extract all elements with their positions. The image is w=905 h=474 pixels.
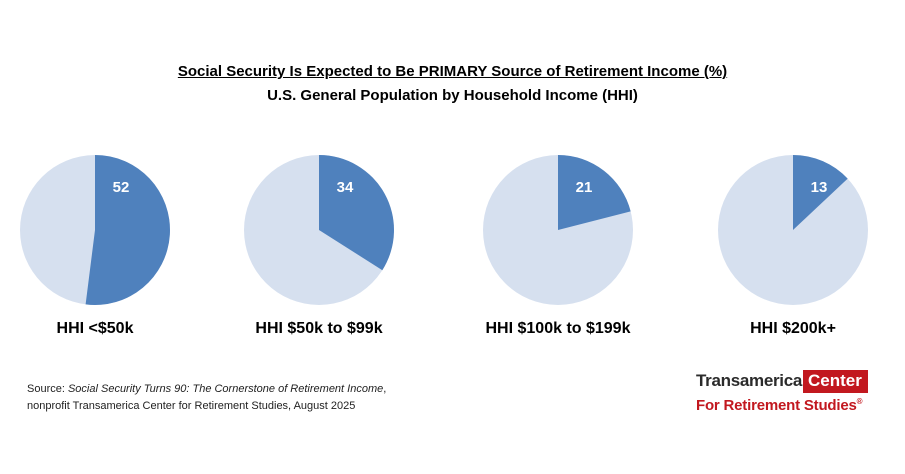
- pie-hhi-100k-to-199k: 21 HHI $100k to $199k: [483, 155, 633, 337]
- logo-word-transamerica: Transamerica: [696, 371, 803, 390]
- pie-slice-value: [319, 155, 394, 271]
- source-note: Source: Social Security Turns 90: The Co…: [27, 381, 386, 415]
- pie-value-label: 52: [113, 179, 130, 196]
- pie-category-label: HHI <$50k: [57, 320, 134, 337]
- pie-slice-value: [85, 155, 170, 305]
- chart-subtitle: U.S. General Population by Household Inc…: [267, 87, 638, 104]
- pie-category-label: HHI $200k+: [750, 320, 836, 337]
- source-line2: nonprofit Transamerica Center for Retire…: [27, 400, 356, 412]
- transamerica-logo: Transamerica Center For Retirement Studi…: [696, 368, 896, 418]
- source-title: Social Security Turns 90: The Cornerston…: [67, 383, 384, 395]
- pie-value-label: 21: [576, 179, 593, 196]
- source-prefix: Source:: [27, 383, 68, 395]
- logo-tagline-text: For Retirement Studies: [696, 397, 857, 414]
- pie-hhi-50k-to-99k: 34 HHI $50k to $99k: [244, 155, 394, 337]
- pie-category-label: HHI $50k to $99k: [255, 320, 382, 337]
- pie-slice-value: [558, 155, 631, 230]
- pie-hhi-200k: 13 HHI $200k+: [718, 155, 868, 337]
- pie-value-label: 34: [337, 179, 354, 196]
- pie-category-label: HHI $100k to $199k: [486, 320, 631, 337]
- chart-title: Social Security Is Expected to Be PRIMAR…: [177, 63, 728, 80]
- pie-slice-value: [793, 155, 848, 230]
- logo-tagline: For Retirement Studies®: [696, 397, 896, 414]
- pie-hhi-50k: 52 HHI <$50k: [20, 155, 170, 337]
- logo-word-center: Center: [803, 369, 868, 393]
- source-suffix: ,: [383, 383, 387, 395]
- chart-title-block: Social Security Is Expected to Be PRIMAR…: [0, 60, 905, 108]
- pie-value-label: 13: [811, 179, 828, 196]
- logo-registered-mark: ®: [856, 397, 863, 406]
